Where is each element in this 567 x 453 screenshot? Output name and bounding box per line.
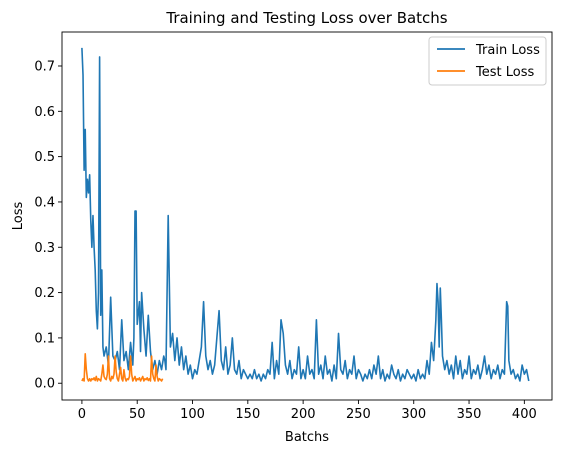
y-tick-label: 0.3 [34,241,55,256]
series-line-test-loss [81,352,164,382]
x-tick-label: 0 [78,407,86,422]
y-tick-label: 0.6 [34,105,55,120]
y-axis-label: Loss [11,202,26,231]
series-layer [81,47,530,382]
y-tick-label: 0.1 [34,331,55,346]
x-tick-label: 150 [235,407,260,422]
x-tick-label: 400 [512,407,537,422]
series-line-train-loss [81,47,530,382]
x-axis-ticks: 0 50 100 150 200 250 300 350 400 [78,400,537,422]
plot-border [61,31,553,401]
y-tick-label: 0.0 [34,377,55,392]
y-tick-label: 0.5 [34,150,55,165]
x-axis-label: Batchs [285,430,329,445]
chart-title: Training and Testing Loss over Batchs [165,9,447,27]
x-tick-label: 250 [346,407,371,422]
x-tick-label: 350 [457,407,482,422]
legend-label-test-loss: Test Loss [475,65,534,80]
legend: Train Loss Test Loss [428,36,547,86]
legend-label-train-loss: Train Loss [475,43,540,58]
y-tick-label: 0.4 [34,195,55,210]
y-tick-label: 0.7 [34,59,55,74]
x-tick-label: 300 [401,407,426,422]
plot-frame [62,32,552,400]
x-tick-label: 50 [129,407,146,422]
plot-area [61,31,553,401]
y-axis-ticks: 0.0 0.1 0.2 0.3 0.4 0.5 0.6 0.7 [34,59,62,392]
y-tick-label: 0.2 [34,286,55,301]
x-tick-label: 200 [291,407,316,422]
x-tick-label: 100 [180,407,205,422]
